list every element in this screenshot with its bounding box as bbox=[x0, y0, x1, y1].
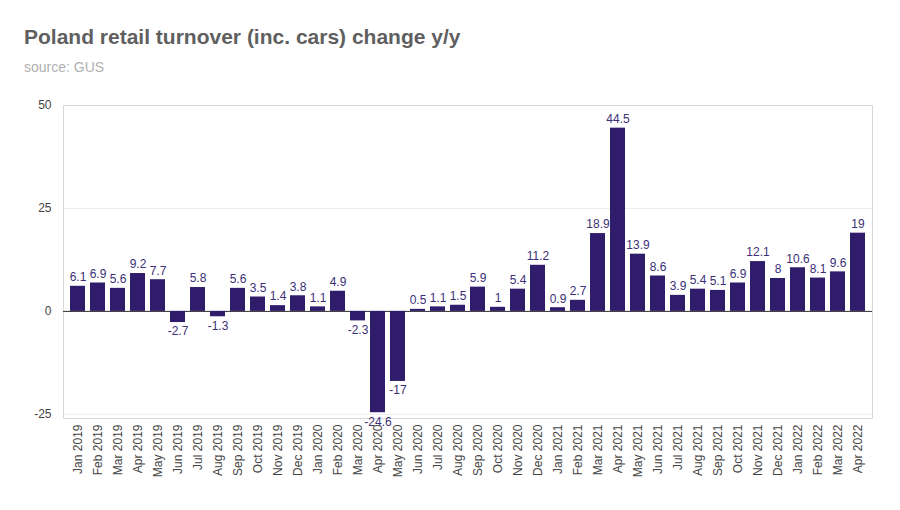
svg-text:25: 25 bbox=[38, 201, 52, 215]
svg-text:9.6: 9.6 bbox=[830, 256, 847, 270]
svg-text:Nov 2021: Nov 2021 bbox=[751, 424, 765, 476]
svg-text:Apr 2019: Apr 2019 bbox=[131, 424, 145, 473]
svg-text:9.2: 9.2 bbox=[130, 257, 147, 271]
html-text:Poland retail turnover (inc. c: Poland retail turnover (inc. cars) chang… bbox=[24, 25, 461, 48]
svg-text:5.4: 5.4 bbox=[510, 273, 527, 287]
svg-text:1.1: 1.1 bbox=[430, 291, 447, 305]
svg-text:-2.3: -2.3 bbox=[348, 323, 369, 337]
svg-text:8.1: 8.1 bbox=[810, 262, 827, 276]
svg-text:Mar 2021: Mar 2021 bbox=[591, 424, 605, 475]
svg-text:Jun 2021: Jun 2021 bbox=[651, 424, 665, 474]
svg-text:Jul 2020: Jul 2020 bbox=[431, 424, 445, 470]
svg-text:-24.6: -24.6 bbox=[364, 415, 392, 429]
svg-text:4.9: 4.9 bbox=[330, 275, 347, 289]
svg-text:0.9: 0.9 bbox=[550, 292, 567, 306]
svg-text:0: 0 bbox=[45, 304, 52, 318]
svg-text:6.1: 6.1 bbox=[70, 270, 87, 284]
svg-text:-25: -25 bbox=[34, 407, 52, 421]
svg-text:13.9: 13.9 bbox=[626, 238, 650, 252]
svg-text:Feb 2019: Feb 2019 bbox=[91, 424, 105, 475]
svg-text:Dec 2021: Dec 2021 bbox=[771, 424, 785, 476]
svg-text:0.5: 0.5 bbox=[410, 293, 427, 307]
svg-text:5.6: 5.6 bbox=[110, 272, 127, 286]
svg-text:Oct 2020: Oct 2020 bbox=[491, 424, 505, 473]
svg-text:Jan 2020: Jan 2020 bbox=[311, 424, 325, 474]
svg-text:Feb 2020: Feb 2020 bbox=[331, 424, 345, 475]
svg-text:Apr 2022: Apr 2022 bbox=[851, 424, 865, 473]
svg-text:8: 8 bbox=[775, 262, 782, 276]
svg-text:Aug 2020: Aug 2020 bbox=[451, 424, 465, 476]
svg-text:3.8: 3.8 bbox=[290, 280, 307, 294]
svg-text:Mar 2022: Mar 2022 bbox=[831, 424, 845, 475]
svg-text:11.2: 11.2 bbox=[527, 249, 550, 263]
svg-text:Jan 2022: Jan 2022 bbox=[791, 424, 805, 474]
svg-text:5.4: 5.4 bbox=[690, 273, 707, 287]
svg-text:Oct 2021: Oct 2021 bbox=[731, 424, 745, 473]
svg-text:Aug 2019: Aug 2019 bbox=[211, 424, 225, 476]
svg-text:Sep 2019: Sep 2019 bbox=[231, 424, 245, 476]
svg-text:44.5: 44.5 bbox=[606, 112, 630, 126]
svg-text:3.9: 3.9 bbox=[670, 279, 687, 293]
svg-text:Nov 2019: Nov 2019 bbox=[271, 424, 285, 476]
svg-text:5.6: 5.6 bbox=[230, 272, 247, 286]
svg-text:7.7: 7.7 bbox=[150, 264, 167, 278]
svg-text:12.1: 12.1 bbox=[746, 245, 770, 259]
svg-text:6.9: 6.9 bbox=[730, 267, 747, 281]
svg-text:Apr 2021: Apr 2021 bbox=[611, 424, 625, 473]
svg-text:May 2021: May 2021 bbox=[631, 424, 645, 477]
svg-text:5.8: 5.8 bbox=[190, 271, 207, 285]
svg-text:Jan 2019: Jan 2019 bbox=[71, 424, 85, 474]
svg-text:May 2020: May 2020 bbox=[391, 424, 405, 477]
svg-text:Dec 2019: Dec 2019 bbox=[291, 424, 305, 476]
svg-text:-2.7: -2.7 bbox=[168, 324, 189, 338]
svg-text:-1.3: -1.3 bbox=[208, 319, 229, 333]
svg-text:Aug 2021: Aug 2021 bbox=[691, 424, 705, 476]
svg-text:1.5: 1.5 bbox=[450, 289, 467, 303]
svg-text:1: 1 bbox=[495, 291, 502, 305]
svg-text:5.1: 5.1 bbox=[710, 274, 727, 288]
svg-text:6.9: 6.9 bbox=[90, 267, 107, 281]
svg-text:Jan 2021: Jan 2021 bbox=[551, 424, 565, 474]
svg-text:Apr 2020: Apr 2020 bbox=[371, 424, 385, 473]
html-text:source: GUS: source: GUS bbox=[24, 59, 105, 75]
svg-text:Oct 2019: Oct 2019 bbox=[251, 424, 265, 473]
svg-text:18.9: 18.9 bbox=[586, 217, 610, 231]
svg-text:2.7: 2.7 bbox=[570, 284, 587, 298]
svg-text:Jun 2020: Jun 2020 bbox=[411, 424, 425, 474]
svg-text:3.5: 3.5 bbox=[250, 281, 267, 295]
svg-text:Sep 2020: Sep 2020 bbox=[471, 424, 485, 476]
svg-text:Dec 2020: Dec 2020 bbox=[531, 424, 545, 476]
svg-text:1.1: 1.1 bbox=[310, 291, 327, 305]
svg-text:-17: -17 bbox=[389, 383, 407, 397]
svg-text:Jul 2019: Jul 2019 bbox=[191, 424, 205, 470]
svg-text:Feb 2022: Feb 2022 bbox=[811, 424, 825, 475]
svg-text:Jun 2019: Jun 2019 bbox=[171, 424, 185, 474]
svg-text:Mar 2019: Mar 2019 bbox=[111, 424, 125, 475]
svg-text:50: 50 bbox=[38, 98, 52, 112]
svg-text:19: 19 bbox=[851, 217, 865, 231]
svg-text:May 2019: May 2019 bbox=[151, 424, 165, 477]
svg-text:Nov 2020: Nov 2020 bbox=[511, 424, 525, 476]
svg-text:5.9: 5.9 bbox=[470, 271, 487, 285]
svg-text:8.6: 8.6 bbox=[650, 260, 667, 274]
svg-text:10.6: 10.6 bbox=[786, 252, 810, 266]
svg-text:Feb 2021: Feb 2021 bbox=[571, 424, 585, 475]
svg-text:Mar 2020: Mar 2020 bbox=[351, 424, 365, 475]
svg-text:1.4: 1.4 bbox=[270, 289, 287, 303]
svg-text:Jul 2021: Jul 2021 bbox=[671, 424, 685, 470]
svg-text:Sep 2021: Sep 2021 bbox=[711, 424, 725, 476]
